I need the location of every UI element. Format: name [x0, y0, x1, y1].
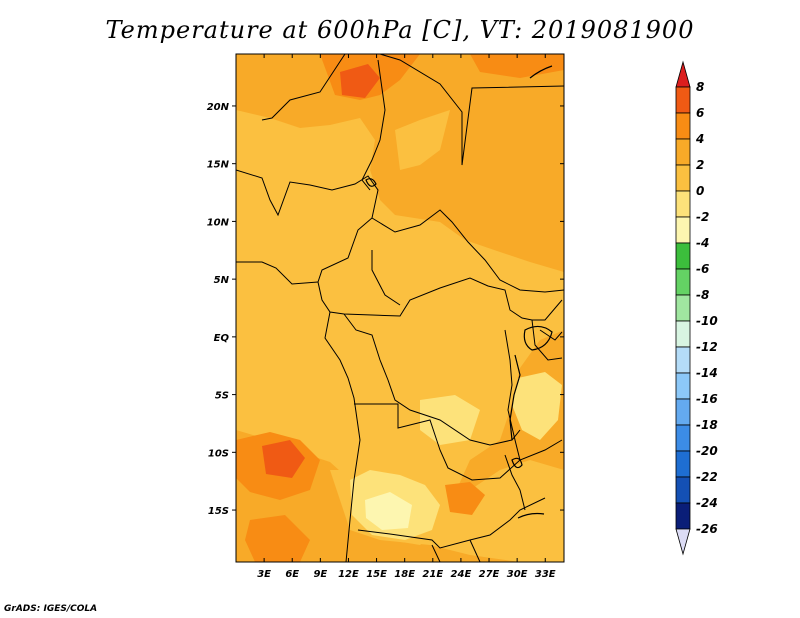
- field-zero-to-two-northeast: [395, 110, 450, 170]
- lon-label: 3E: [257, 569, 271, 580]
- colorbar-label: -14: [696, 366, 718, 380]
- colorbar-box: [675, 372, 691, 400]
- lat-label: 15S: [208, 506, 229, 517]
- colorbar-label: 6: [696, 106, 704, 120]
- colorbar-box: [675, 294, 691, 322]
- lat-label: 5N: [214, 275, 230, 286]
- lon-label: 30E: [507, 569, 528, 580]
- colorbar-label: -10: [696, 314, 718, 328]
- field-four-to-six-southwest-coast: [245, 515, 310, 562]
- colorbar-label: -20: [696, 444, 718, 458]
- field-six-to-eight-north: [340, 64, 380, 98]
- colorbar-box: [675, 268, 691, 296]
- lakes: [365, 65, 553, 519]
- lat-label: 20N: [207, 102, 230, 113]
- colorbar-label: -26: [696, 522, 718, 536]
- field-zero-to-two-west: [236, 110, 564, 545]
- colorbar-label: -4: [696, 236, 709, 250]
- colorbar-label: -24: [696, 496, 718, 510]
- field-four-to-six-northeast: [470, 54, 564, 78]
- lon-label: 15E: [366, 569, 387, 580]
- field-minus-four-angola: [365, 492, 412, 530]
- colorbar-box: [675, 424, 691, 452]
- lon-label: 33E: [535, 569, 556, 580]
- colorbar-box: [675, 86, 691, 114]
- colorbar-box: [675, 138, 691, 166]
- lat-label: 15N: [207, 160, 230, 171]
- country-borders: [236, 54, 564, 562]
- colorbar-label: -8: [696, 288, 709, 302]
- colorbar-top-cap: [675, 60, 691, 88]
- lat-label: 10S: [208, 448, 229, 459]
- colorbar-label: 0: [696, 184, 704, 198]
- lon-label: 18E: [394, 569, 415, 580]
- footer-credit: GrADS: IGES/COLA: [4, 604, 98, 614]
- colorbar-bottom-cap: [675, 528, 691, 556]
- lon-label: 27E: [479, 569, 500, 580]
- colorbar-box: [675, 476, 691, 504]
- lat-label: 5S: [215, 391, 229, 402]
- colorbar-box: [675, 346, 691, 374]
- temperature-field: [236, 54, 564, 562]
- lat-label: EQ: [214, 333, 230, 344]
- map-frame: [235, 53, 565, 563]
- colorbar-label: 2: [696, 158, 704, 172]
- colorbar-label: 8: [696, 80, 704, 94]
- colorbar-box: [675, 242, 691, 270]
- colorbar-label: -16: [696, 392, 718, 406]
- colorbar: 8 6 4 2 0 -2 -4 -6 -8 -10 -12 -14 -16 -18 -20 -22 -24 -26: [675, 60, 718, 556]
- colorbar-label: -18: [696, 418, 718, 432]
- colorbar-box: [675, 216, 691, 244]
- field-four-to-six-zambia: [445, 482, 485, 515]
- lat-label: 10N: [207, 217, 230, 228]
- colorbar-label: -2: [696, 210, 709, 224]
- colorbar-box: [675, 398, 691, 426]
- colorbar-box: [675, 320, 691, 348]
- axis-labels: 3E 6E 9E 12E 15E 18E 21E 24E 27E 30E 33E 20N 15N 10N 5…: [207, 102, 556, 580]
- lon-label: 9E: [313, 569, 327, 580]
- colorbar-box: [675, 190, 691, 218]
- lon-label: 24E: [451, 569, 472, 580]
- colorbar-label: 4: [695, 132, 704, 146]
- field-minus-two-congo: [420, 395, 480, 445]
- lon-label: 12E: [338, 569, 359, 580]
- colorbar-box: [675, 164, 691, 192]
- colorbar-box: [675, 112, 691, 140]
- colorbar-box: [675, 502, 691, 530]
- colorbar-label: -22: [696, 470, 718, 484]
- axis-ticks: [232, 54, 564, 562]
- colorbar-box: [675, 450, 691, 478]
- colorbar-label: -6: [696, 262, 709, 276]
- lon-label: 6E: [285, 569, 299, 580]
- field-minus-two-tanzania: [512, 372, 562, 440]
- lon-label: 21E: [422, 569, 443, 580]
- chart-title: Temperature at 600hPa [C], VT: 201908190…: [105, 16, 695, 44]
- colorbar-label: -12: [696, 340, 718, 354]
- field-six-to-eight-southwest: [262, 440, 305, 478]
